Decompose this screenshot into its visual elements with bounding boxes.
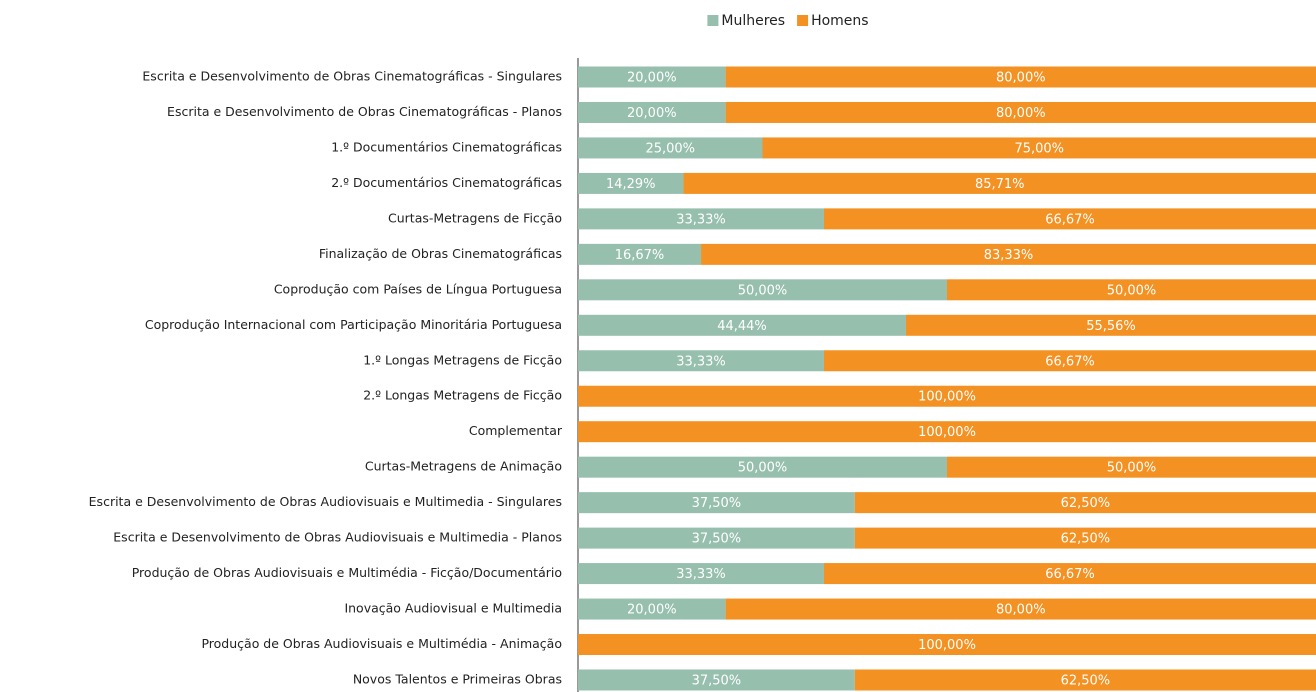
value-label: 20,00%	[627, 71, 677, 86]
value-label: 80,00%	[996, 106, 1046, 121]
category-label: 2.º Longas Metragens de Ficção	[363, 388, 562, 403]
bar-segment	[725, 66, 1316, 88]
bar-segment	[947, 279, 1316, 301]
value-label: 14,29%	[606, 177, 656, 192]
bar-segment	[578, 492, 855, 514]
legend-swatch	[797, 15, 809, 26]
value-label: 80,00%	[996, 71, 1046, 86]
value-label: 50,00%	[738, 461, 788, 476]
value-label: 20,00%	[627, 603, 677, 618]
bar-segment	[578, 101, 726, 123]
value-label: 55,56%	[1086, 319, 1136, 334]
legend-label: Mulheres	[721, 13, 785, 29]
bar-segment	[762, 137, 1316, 159]
bar-segment	[578, 598, 726, 620]
category-label: Curtas-Metragens de Ficção	[388, 210, 562, 225]
value-label: 62,50%	[1061, 673, 1111, 688]
category-label: Escrita e Desenvolvimento de Obras Cinem…	[142, 69, 562, 84]
category-label: Escrita e Desenvolvimento de Obras Cinem…	[167, 104, 562, 119]
bar-segment	[578, 279, 947, 301]
value-label: 66,67%	[1045, 354, 1095, 369]
value-label: 85,71%	[975, 177, 1025, 192]
bar-segment	[823, 350, 1316, 372]
category-label: Produção de Obras Audiovisuais e Multimé…	[132, 565, 562, 580]
value-label: 33,33%	[676, 354, 726, 369]
bar-segment	[725, 101, 1316, 123]
bar-segment	[683, 172, 1316, 194]
bar-segment	[578, 527, 855, 549]
category-label: Escrita e Desenvolvimento de Obras Audio…	[113, 530, 562, 545]
value-label: 80,00%	[996, 603, 1046, 618]
value-label: 37,50%	[692, 532, 742, 547]
bar-segment	[578, 137, 763, 159]
value-label: 100,00%	[918, 390, 976, 405]
legend-label: Homens	[811, 13, 869, 29]
bar-segment	[854, 527, 1316, 549]
bar-segment	[854, 669, 1316, 691]
category-label: Produção de Obras Audiovisuais e Multimé…	[201, 636, 562, 651]
bar-segment	[578, 208, 824, 230]
value-label: 20,00%	[627, 106, 677, 121]
value-label: 37,50%	[692, 496, 742, 511]
value-label: 16,67%	[615, 248, 665, 263]
value-label: 44,44%	[717, 319, 767, 334]
bar-segment	[578, 669, 855, 691]
bar-segment	[725, 598, 1316, 620]
bar-segment	[578, 563, 824, 585]
bar-segment	[578, 421, 1316, 443]
category-label: Escrita e Desenvolvimento de Obras Audio…	[89, 494, 562, 509]
category-label: 2.º Documentários Cinematográficas	[331, 175, 562, 190]
value-label: 62,50%	[1061, 496, 1111, 511]
category-label: Novos Talentos e Primeiras Obras	[353, 671, 562, 686]
legend-swatch	[707, 15, 719, 26]
category-label: 1.º Documentários Cinematográficas	[331, 139, 562, 154]
category-label: Inovação Audiovisual e Multimedia	[344, 601, 562, 616]
value-label: 100,00%	[918, 638, 976, 653]
bar-segment	[578, 385, 1316, 407]
value-label: 66,67%	[1045, 567, 1095, 582]
bar-segment	[823, 563, 1316, 585]
category-label: Complementar	[469, 423, 563, 438]
value-label: 50,00%	[1107, 461, 1157, 476]
bar-segment	[578, 314, 906, 336]
bar-segment	[578, 172, 684, 194]
value-label: 75,00%	[1014, 141, 1064, 156]
bar-segment	[947, 456, 1316, 478]
category-label: 1.º Longas Metragens de Ficção	[363, 352, 562, 367]
category-label: Coprodução com Países de Língua Portugue…	[274, 281, 562, 296]
value-label: 25,00%	[645, 141, 695, 156]
value-label: 50,00%	[1107, 283, 1157, 298]
category-label: Curtas-Metragens de Animação	[365, 459, 562, 474]
bar-segment	[823, 208, 1316, 230]
value-label: 83,33%	[984, 248, 1034, 263]
bar-segment	[701, 243, 1316, 265]
value-label: 33,33%	[676, 212, 726, 227]
value-label: 100,00%	[918, 425, 976, 440]
bar-segment	[905, 314, 1316, 336]
bar-segment	[854, 492, 1316, 514]
value-label: 66,67%	[1045, 212, 1095, 227]
value-label: 50,00%	[738, 283, 788, 298]
bar-segment	[578, 243, 702, 265]
bar-segment	[578, 350, 824, 372]
value-label: 33,33%	[676, 567, 726, 582]
bar-segment	[578, 66, 726, 88]
category-label: Coprodução Internacional com Participaçã…	[145, 317, 562, 332]
value-label: 37,50%	[692, 673, 742, 688]
bar-segment	[578, 634, 1316, 656]
value-label: 62,50%	[1061, 532, 1111, 547]
bar-segment	[578, 456, 947, 478]
category-label: Finalização de Obras Cinematográficas	[319, 246, 562, 261]
